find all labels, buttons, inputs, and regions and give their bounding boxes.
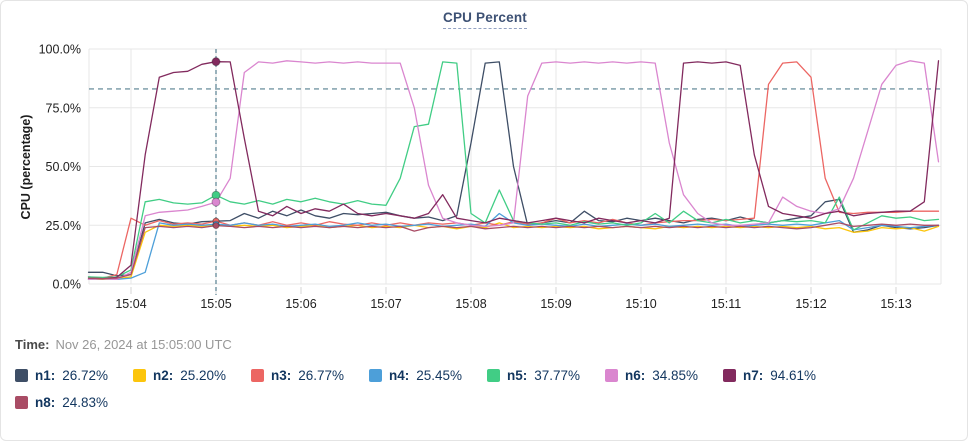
legend-item-n6[interactable]: n6: 34.85% (605, 368, 723, 383)
legend-item-n5[interactable]: n5: 37.77% (487, 368, 605, 383)
x-tick-label: 15:09 (540, 297, 571, 311)
x-tick-label: 15:07 (370, 297, 401, 311)
legend-swatch-n3 (251, 369, 264, 382)
legend-series-name: n4: (389, 368, 410, 383)
chart-title[interactable]: CPU Percent (443, 10, 527, 29)
legend-series-value: 25.45% (416, 368, 463, 383)
legend-swatch-n1 (15, 369, 28, 382)
legend-item-n8[interactable]: n8: 24.83% (15, 395, 133, 410)
legend-series-value: 26.72% (62, 368, 109, 383)
x-tick-label: 15:06 (285, 297, 316, 311)
crosshair-marker-n7 (211, 57, 221, 67)
series-line-n1 (87, 61, 940, 277)
legend-series-name: n6: (625, 368, 646, 383)
legend-item-n7[interactable]: n7: 94.61% (723, 368, 841, 383)
legend-series-value: 25.20% (180, 368, 227, 383)
legend-series-value: 94.61% (770, 368, 817, 383)
legend-series-value: 26.77% (298, 368, 345, 383)
legend-item-n3[interactable]: n3: 26.77% (251, 368, 369, 383)
legend-swatch-n5 (487, 369, 500, 382)
x-tick-label: 15:08 (455, 297, 486, 311)
x-tick-label: 15:10 (625, 297, 656, 311)
x-tick-label: 15:12 (795, 297, 826, 311)
series-line-n7 (87, 60, 940, 280)
legend-swatch-n2 (133, 369, 146, 382)
x-tick-label: 15:04 (115, 297, 146, 311)
legend: n1: 26.72% n2: 25.20% n3: 26.77% n4: 25.45% n5: 3… (15, 368, 865, 410)
y-tick-label: 100.0% (39, 43, 81, 57)
legend-series-name: n5: (507, 368, 528, 383)
legend-swatch-n4 (369, 369, 382, 382)
x-tick-label: 15:13 (880, 297, 911, 311)
legend-item-n4[interactable]: n4: 25.45% (369, 368, 487, 383)
legend-series-value: 34.85% (652, 368, 699, 383)
legend-swatch-n8 (15, 396, 28, 409)
legend-item-n2[interactable]: n2: 25.20% (133, 368, 251, 383)
time-value: Nov 26, 2024 at 15:05:00 UTC (55, 337, 232, 352)
legend-series-name: n1: (35, 368, 56, 383)
crosshair-marker-n6 (211, 197, 221, 207)
legend-series-name: n7: (743, 368, 764, 383)
x-tick-label: 15:05 (200, 297, 231, 311)
cpu-chart-plot[interactable]: 100.0% 75.0% 50.0% 25.0% 0.0% 15:04 15:05 15:06… (1, 1, 968, 319)
legend-series-value: 24.83% (62, 395, 109, 410)
series-line-n6 (87, 60, 940, 280)
chart-title-wrap: CPU Percent (1, 9, 967, 29)
y-tick-label: 75.0% (46, 101, 81, 115)
legend-item-n1[interactable]: n1: 26.72% (15, 368, 133, 383)
time-label: Time: (15, 337, 50, 352)
y-tick-label: 25.0% (46, 219, 81, 233)
legend-series-name: n3: (271, 368, 292, 383)
y-tick-label: 0.0% (53, 278, 82, 292)
legend-swatch-n6 (605, 369, 618, 382)
legend-series-value: 37.77% (534, 368, 581, 383)
series-line-n8 (87, 222, 940, 280)
y-tick-label: 50.0% (46, 160, 81, 174)
chart-area[interactable]: CPU Percent CPU (percentage) 100.0% 75.0%… (1, 1, 968, 319)
crosshair-time-readout: Time: Nov 26, 2024 at 15:05:00 UTC (15, 337, 967, 352)
legend-swatch-n7 (723, 369, 736, 382)
crosshair-marker-n8 (212, 222, 220, 230)
x-tick-label: 15:11 (711, 297, 741, 311)
legend-series-name: n8: (35, 395, 56, 410)
legend-series-name: n2: (153, 368, 174, 383)
